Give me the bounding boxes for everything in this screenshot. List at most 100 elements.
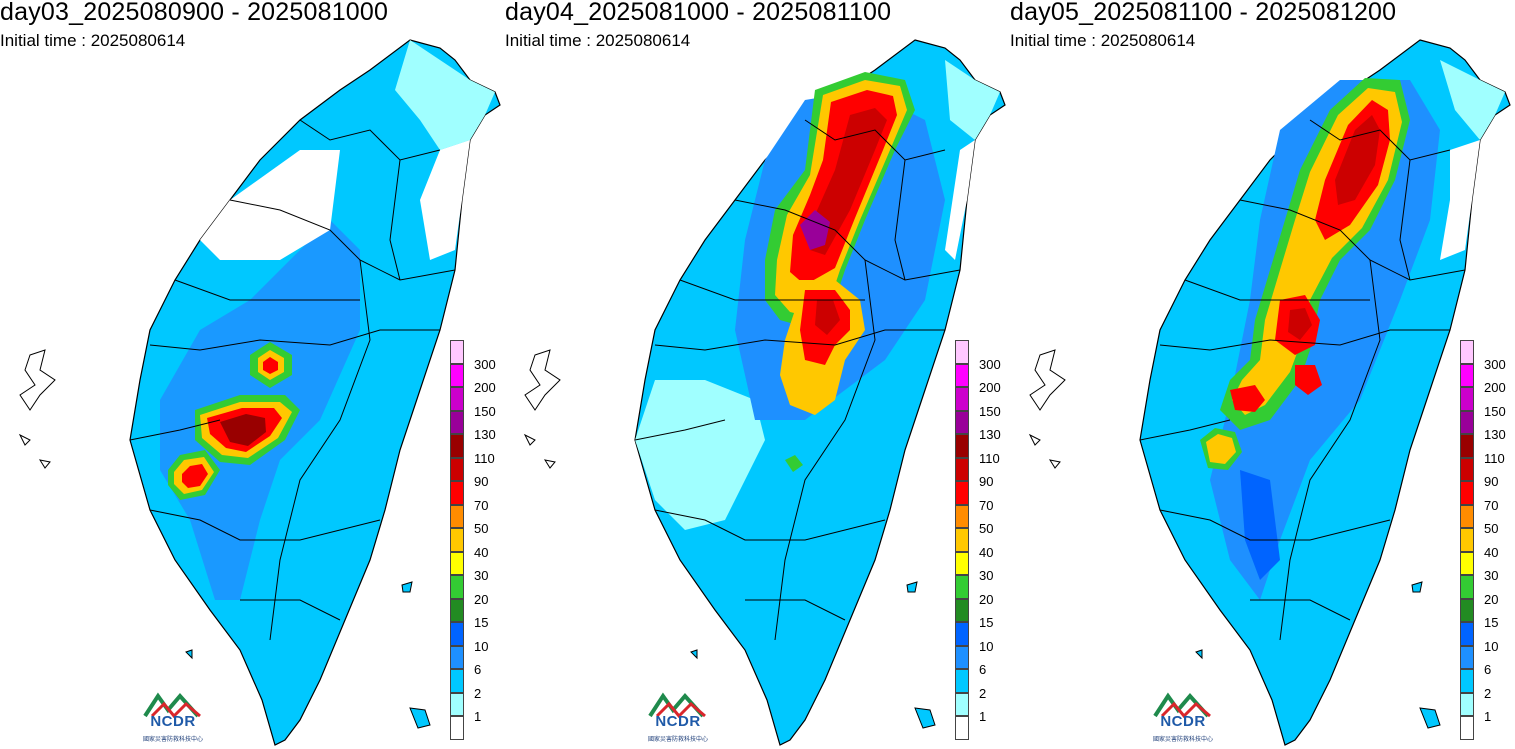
lanyu-islands bbox=[1195, 581, 1441, 729]
legend-color-box bbox=[955, 575, 969, 599]
legend-level-label: 15 bbox=[474, 615, 489, 630]
initial-time-label: Initial time : 2025080614 bbox=[0, 31, 186, 50]
legend-color-box bbox=[1460, 340, 1474, 364]
legend-level-label: 10 bbox=[474, 638, 489, 654]
legend-color-box bbox=[450, 504, 464, 528]
legend-level-label: 1 bbox=[979, 709, 987, 724]
legend-color-box bbox=[1460, 622, 1474, 646]
legend-level-label: 50 bbox=[979, 521, 994, 536]
legend-color-box bbox=[955, 481, 969, 505]
legend-level-label: 300 bbox=[1484, 356, 1506, 372]
legend-color-box bbox=[450, 528, 464, 552]
legend-color-box bbox=[1460, 669, 1474, 693]
legend-level-label: 110 bbox=[474, 450, 495, 466]
legend-level-label: 6 bbox=[1484, 662, 1492, 677]
legend-color-box bbox=[450, 645, 464, 669]
map-panel-day03: day03_2025080900 - 2025081000 Initial ti… bbox=[0, 0, 505, 749]
panel-title: day04_2025081000 - 2025081100 bbox=[505, 0, 892, 26]
legend-color-box bbox=[955, 457, 969, 481]
legend-level-label: 40 bbox=[474, 544, 489, 560]
legend-color-box bbox=[1460, 457, 1474, 481]
legend-level-label: 70 bbox=[1484, 497, 1499, 513]
legend-level-label: 2 bbox=[1484, 685, 1492, 701]
legend-color-box bbox=[1460, 387, 1474, 411]
legend-color-box bbox=[450, 551, 464, 575]
legend-level-label: 2 bbox=[474, 685, 482, 701]
county-boundaries bbox=[634, 119, 961, 641]
legend-color-box bbox=[1460, 575, 1474, 599]
ncdr-logo-mark-icon bbox=[143, 692, 201, 719]
legend-level-label: 50 bbox=[474, 521, 489, 536]
legend-level-label: 130 bbox=[1484, 427, 1506, 442]
legend-level-label: 2 bbox=[979, 685, 987, 701]
rain-heavy-cells bbox=[765, 72, 915, 472]
ncdr-logo: NCDR 國家災害防救科技中心 bbox=[1150, 690, 1216, 745]
legend-level-label: 6 bbox=[474, 662, 482, 677]
legend-level-label: 10 bbox=[1484, 638, 1499, 654]
logo-word: NCDR bbox=[150, 713, 196, 730]
legend-color-box bbox=[450, 575, 464, 599]
rainfall-map-day05 bbox=[1028, 39, 1511, 746]
legend-level-label: 30 bbox=[979, 568, 994, 583]
legend-color-box bbox=[450, 669, 464, 693]
legend-level-label: 50 bbox=[1484, 521, 1499, 536]
rainfall-map-day03 bbox=[18, 39, 501, 746]
legend-level-label: 130 bbox=[979, 427, 1001, 442]
penghu-islands bbox=[18, 349, 56, 469]
legend-color-box bbox=[955, 340, 969, 364]
map-panel-day04: day04_2025081000 - 2025081100 Initial ti… bbox=[505, 0, 1010, 749]
legend-level-label: 90 bbox=[474, 474, 489, 489]
county-boundaries bbox=[1139, 119, 1466, 641]
legend-color-box bbox=[955, 387, 969, 411]
legend-color-box bbox=[955, 669, 969, 693]
legend-color-box bbox=[1460, 434, 1474, 458]
penghu-islands bbox=[1028, 349, 1066, 469]
legend-color-box bbox=[1460, 692, 1474, 716]
legend-color-box bbox=[450, 340, 464, 364]
initial-time-label: Initial time : 2025080614 bbox=[1010, 31, 1196, 50]
legend-color-box bbox=[1460, 410, 1474, 434]
logo-word: NCDR bbox=[1160, 713, 1206, 730]
legend-color-box bbox=[450, 481, 464, 505]
legend-color-box bbox=[450, 692, 464, 716]
legend-color-box bbox=[955, 692, 969, 716]
legend-level-label: 200 bbox=[979, 380, 1001, 395]
legend-color-box bbox=[1460, 363, 1474, 387]
legend-color-box bbox=[1460, 551, 1474, 575]
legend-level-label: 30 bbox=[474, 568, 489, 583]
legend-level-label: 110 bbox=[979, 450, 1000, 466]
legend-color-box bbox=[1460, 645, 1474, 669]
legend-color-box bbox=[1460, 504, 1474, 528]
legend-level-label: 150 bbox=[979, 403, 1001, 419]
logo-org: 國家災害防救科技中心 bbox=[142, 737, 203, 743]
lanyu-islands bbox=[185, 581, 431, 729]
map-panel-day05: day05_2025081100 - 2025081200 Initial ti… bbox=[1010, 0, 1515, 749]
legend-color-box bbox=[1460, 716, 1474, 740]
logo-org: 國家災害防救科技中心 bbox=[647, 737, 708, 743]
rain-fill-blue bbox=[1210, 60, 1505, 600]
logo-org: 國家災害防救科技中心 bbox=[1152, 737, 1213, 743]
legend-level-label: 20 bbox=[474, 591, 489, 607]
legend-level-label: 150 bbox=[1484, 403, 1506, 419]
panel-title: day05_2025081100 - 2025081200 bbox=[1010, 0, 1397, 26]
legend-color-box bbox=[955, 716, 969, 740]
legend-level-label: 110 bbox=[1484, 450, 1505, 466]
legend-level-label: 150 bbox=[474, 403, 496, 419]
legend-level-label: 200 bbox=[474, 380, 496, 395]
legend-level-label: 300 bbox=[474, 356, 496, 372]
ncdr-logo-mark-icon bbox=[1153, 692, 1211, 719]
legend-color-box bbox=[450, 410, 464, 434]
legend-level-label: 1 bbox=[1484, 709, 1492, 724]
legend-level-label: 30 bbox=[1484, 568, 1499, 583]
legend-level-label: 40 bbox=[979, 544, 994, 560]
ncdr-logo: NCDR 國家災害防救科技中心 bbox=[645, 690, 711, 745]
legend-level-label: 90 bbox=[979, 474, 994, 489]
panel-title: day03_2025080900 - 2025081000 bbox=[0, 0, 389, 26]
legend-color-box bbox=[450, 598, 464, 622]
legend-color-box bbox=[1460, 598, 1474, 622]
legend-color-box bbox=[955, 410, 969, 434]
legend-color-box bbox=[450, 716, 464, 740]
rain-heavy-cells bbox=[1200, 78, 1410, 470]
legend-color-box bbox=[955, 528, 969, 552]
legend-level-label: 70 bbox=[474, 497, 489, 513]
